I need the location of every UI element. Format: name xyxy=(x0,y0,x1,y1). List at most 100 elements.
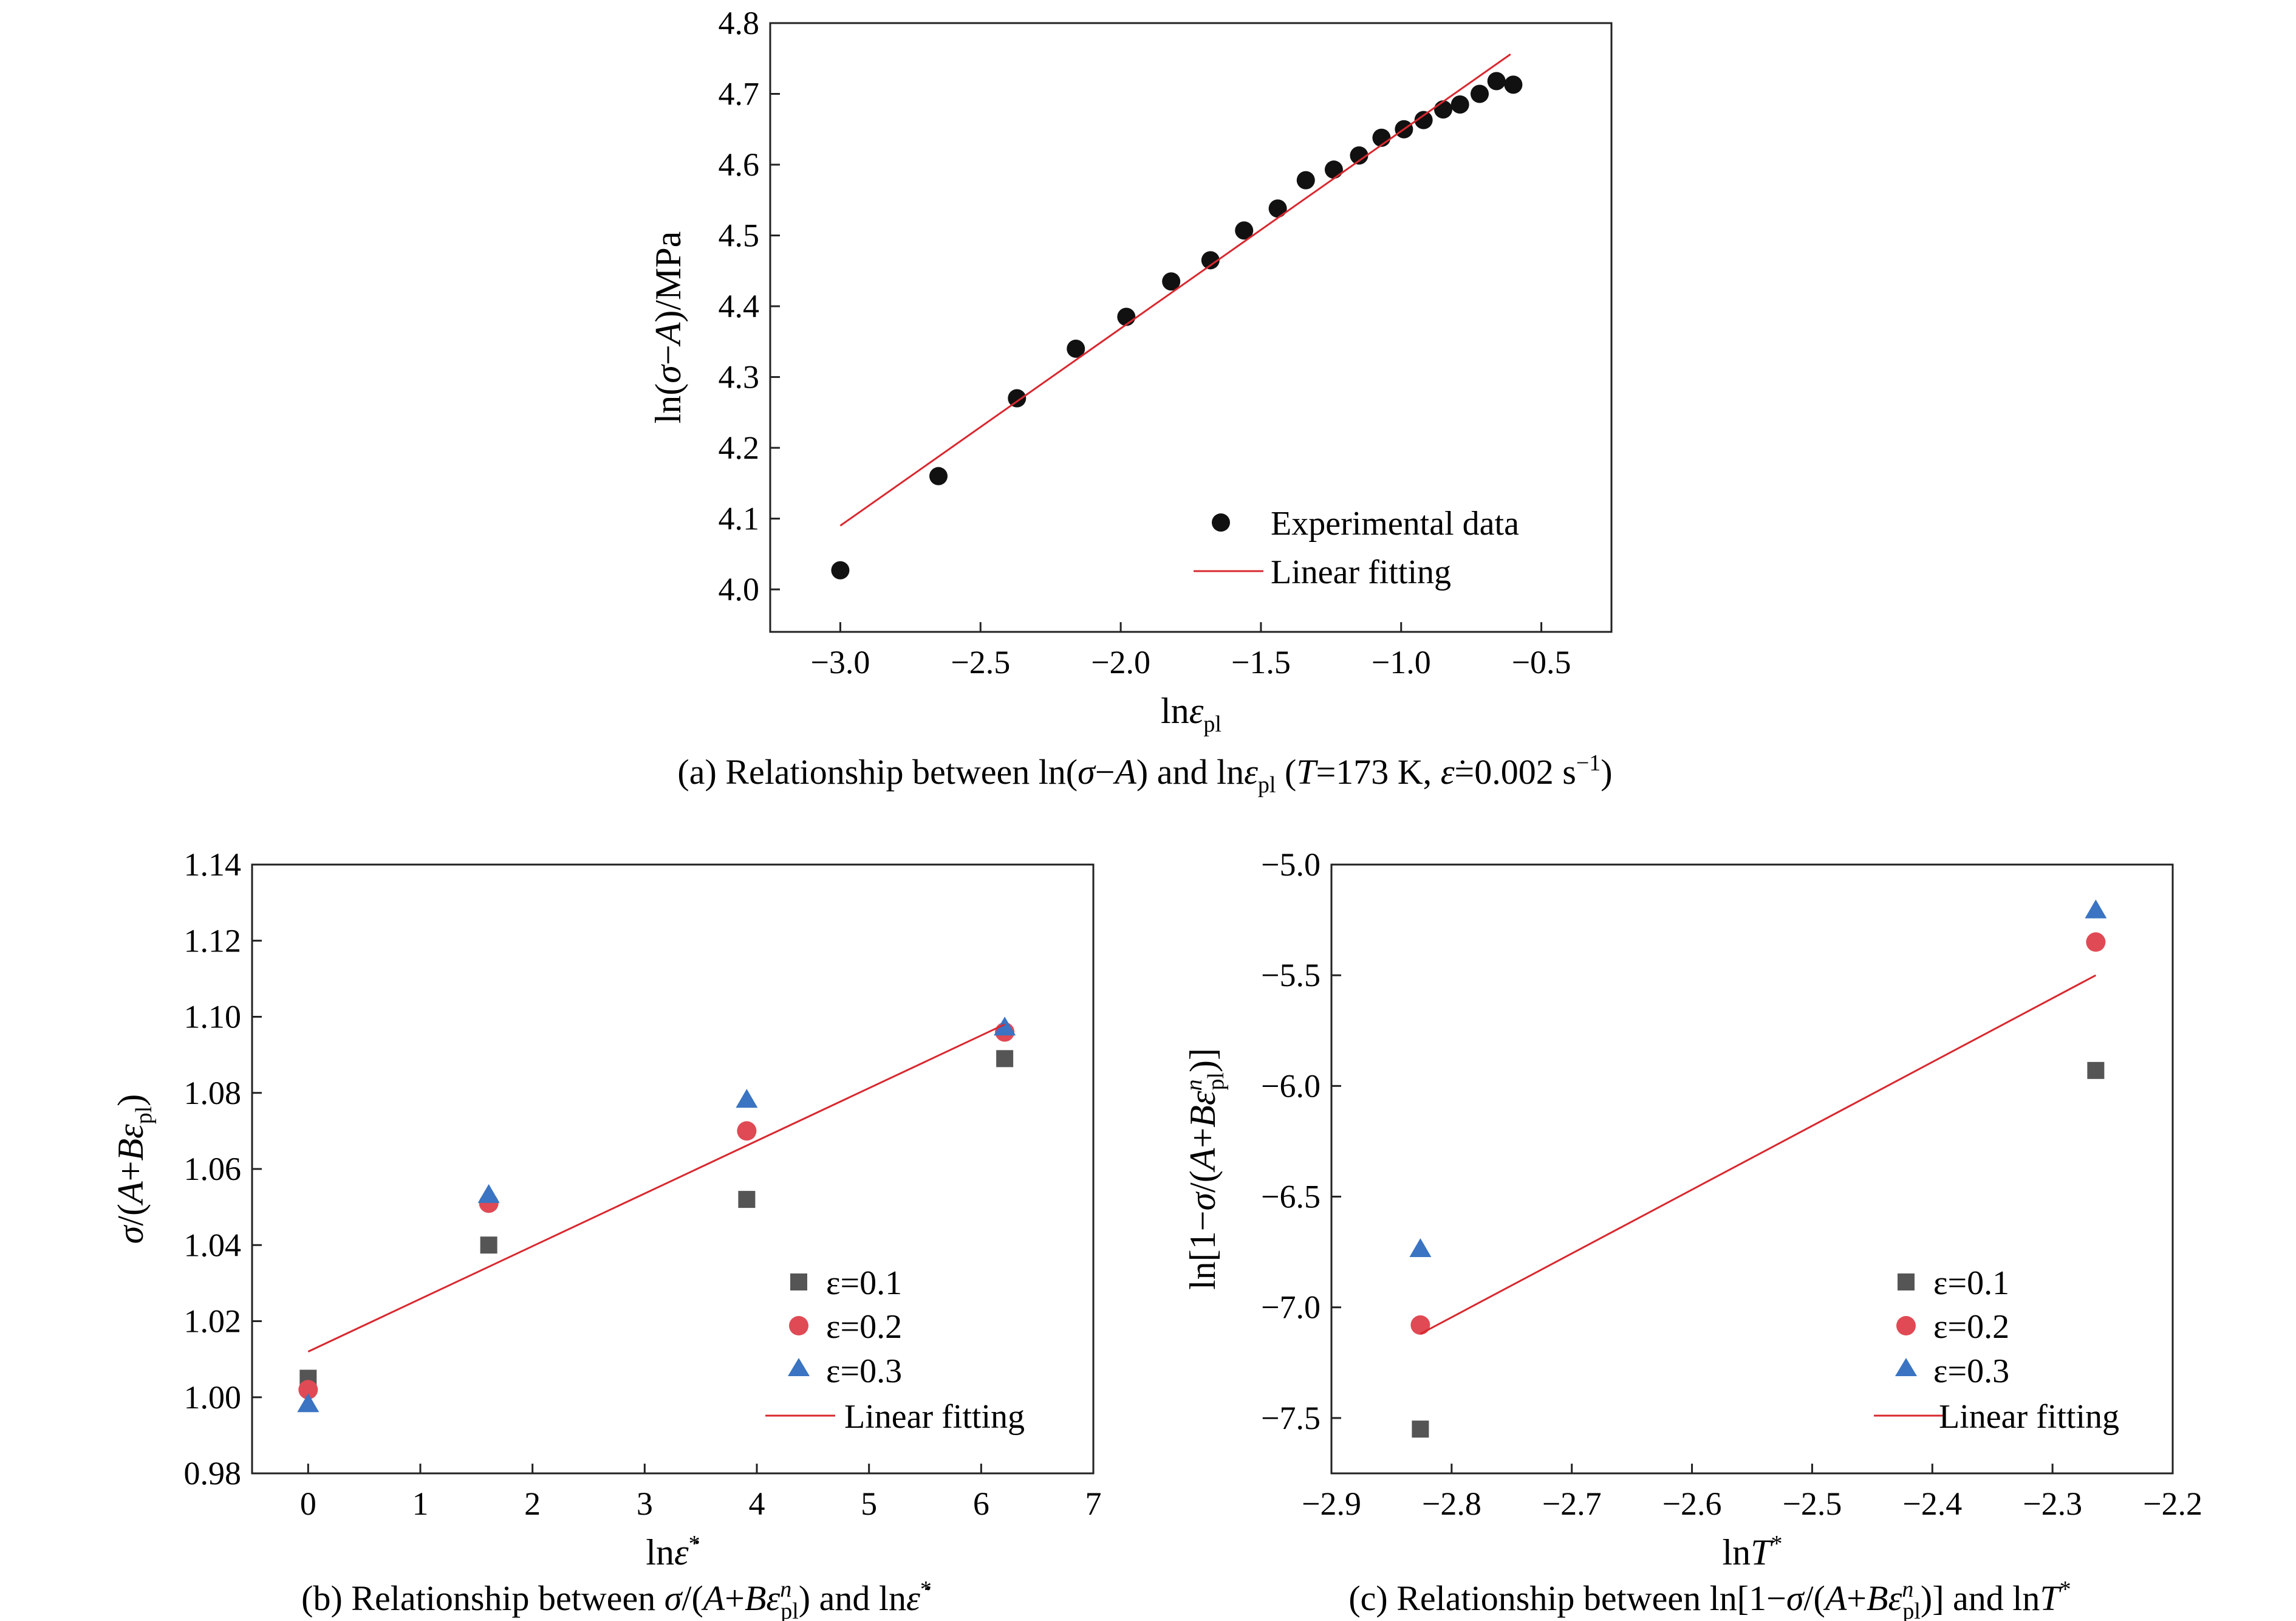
y-tick-label: 4.0 xyxy=(719,571,760,608)
x-tick-label: −2.7 xyxy=(1542,1486,1602,1522)
x-tick-label: −1.0 xyxy=(1372,644,1431,680)
legend-label-fit-b: Linear fitting xyxy=(844,1398,1025,1436)
x-tick-label: −2.9 xyxy=(1302,1486,1361,1522)
caption-c: (c) Relationship between ln[1−σ/(A+Bεn pl… xyxy=(1348,1577,2071,1621)
data-point xyxy=(994,1016,1016,1036)
x-tick-label: 7 xyxy=(1085,1486,1102,1522)
y-tick-label: −6.0 xyxy=(1261,1068,1321,1104)
x-tick-label: 1 xyxy=(412,1486,429,1522)
y-tick-label: 4.6 xyxy=(719,146,760,183)
data-point xyxy=(1434,100,1452,119)
y-tick-label: 4.1 xyxy=(719,501,760,537)
marks-c xyxy=(1409,899,2107,1438)
y-axis-label-a: ln(σ−A)/MPa xyxy=(648,231,688,424)
y-ticks-a: 4.0 4.1 4.2 4.3 4.4 4.5 4.6 4.7 4.8 xyxy=(719,5,780,608)
x-ticks-b: 0 1 2 3 4 5 6 7 xyxy=(300,1464,1102,1522)
y-tick-label: −7.5 xyxy=(1261,1400,1321,1436)
legend-marker-eps03-b xyxy=(788,1358,810,1376)
y-tick-label: 4.3 xyxy=(719,359,760,396)
data-point xyxy=(736,1089,758,1108)
legend-label-eps02-b: ε=0.2 xyxy=(826,1308,902,1346)
legend-marker-eps01-b xyxy=(790,1273,807,1290)
legend-label-fit-a: Linear fitting xyxy=(1271,553,1451,591)
data-point xyxy=(1235,221,1254,240)
y-tick-label: 4.4 xyxy=(719,288,760,324)
legend-b: ε=0.1 ε=0.2 ε=0.3 Linear fitting xyxy=(765,1264,1025,1436)
legend-marker-eps02-c xyxy=(1896,1316,1916,1335)
legend-marker-eps03-c xyxy=(1895,1358,1917,1376)
y-tick-label: 4.2 xyxy=(719,430,760,466)
x-tick-label: 0 xyxy=(300,1486,316,1522)
data-point xyxy=(1414,111,1433,129)
data-point xyxy=(1008,389,1027,408)
fit-line xyxy=(307,1023,1005,1352)
data-point xyxy=(929,467,948,485)
x-tick-label: −1.5 xyxy=(1231,644,1291,680)
data-point xyxy=(1350,146,1368,165)
data-point xyxy=(738,1191,756,1208)
y-tick-label: 0.98 xyxy=(184,1455,242,1492)
panel-b: 0 1 2 3 4 5 6 7 0.98 1.00 1.02 1.04 1.06 1.08 1.10 1.1… xyxy=(111,846,1102,1621)
y-tick-label: 1.12 xyxy=(184,922,242,959)
plot-frame-c xyxy=(1330,863,2174,1475)
x-tick-label: −3.0 xyxy=(810,644,870,680)
x-tick-label: 2 xyxy=(524,1486,541,1522)
data-point xyxy=(2085,899,2107,919)
legend-marker-experimental xyxy=(1212,513,1230,532)
data-point xyxy=(1117,307,1136,326)
y-tick-label: 4.8 xyxy=(719,5,760,41)
data-point xyxy=(477,1184,500,1203)
data-point xyxy=(1162,272,1181,291)
data-point xyxy=(1067,339,1085,358)
marks-b xyxy=(297,1016,1016,1413)
legend-label-eps03-c: ε=0.3 xyxy=(1933,1352,2009,1390)
x-tick-label: 3 xyxy=(637,1486,653,1522)
y-tick-label: 1.08 xyxy=(184,1075,242,1111)
legend-label-eps01-c: ε=0.1 xyxy=(1933,1264,2009,1302)
x-tick-label: −2.6 xyxy=(1662,1486,1722,1522)
data-point xyxy=(1471,84,1489,103)
y-tick-label: 1.02 xyxy=(184,1303,242,1340)
legend-label-eps01-b: ε=0.1 xyxy=(826,1264,902,1302)
data-point xyxy=(1409,1238,1432,1257)
data-point xyxy=(1296,171,1315,190)
data-point xyxy=(737,1121,757,1141)
y-tick-label: 1.14 xyxy=(184,846,242,883)
marks-a xyxy=(831,53,1523,580)
legend-label-experimental: Experimental data xyxy=(1271,505,1519,543)
x-tick-label: −2.5 xyxy=(951,644,1010,680)
data-point xyxy=(2086,932,2106,952)
x-tick-label: 4 xyxy=(749,1486,765,1522)
caption-a: (a) Relationship between ln(σ−A) and lnε… xyxy=(677,750,1612,798)
y-tick-label: −7.0 xyxy=(1261,1289,1321,1326)
x-axis-label-c: lnT* xyxy=(1722,1531,1782,1572)
fit-line xyxy=(839,53,1511,527)
y-tick-label: 1.00 xyxy=(184,1379,242,1416)
x-tick-label: 6 xyxy=(973,1486,989,1522)
y-ticks-c: −7.5 −7.0 −6.5 −6.0 −5.5 −5.0 xyxy=(1261,846,1341,1436)
y-ticks-b: 0.98 1.00 1.02 1.04 1.06 1.08 1.10 1.12 1.14 xyxy=(184,846,262,1492)
legend-a: Experimental data Linear fitting xyxy=(1194,505,1519,591)
y-tick-label: −5.0 xyxy=(1261,846,1321,883)
data-point xyxy=(831,561,850,580)
x-tick-label: −2.8 xyxy=(1422,1486,1481,1522)
x-ticks-a: −3.0 −2.5 −2.0 −1.5 −1.0 −0.5 xyxy=(810,622,1571,680)
legend-label-fit-c: Linear fitting xyxy=(1939,1398,2119,1436)
data-point xyxy=(1450,95,1469,114)
x-tick-label: −0.5 xyxy=(1512,644,1571,680)
legend-marker-eps02-b xyxy=(789,1316,808,1335)
x-tick-label: −2.2 xyxy=(2143,1486,2202,1522)
data-point xyxy=(297,1393,319,1413)
x-ticks-c: −2.9 −2.8 −2.7 −2.6 −2.5 −2.4 −2.3 −2.2 xyxy=(1302,1464,2202,1522)
panel-a: −3.0 −2.5 −2.0 −1.5 −1.0 −0.5 4.0 4.1 4.2 4.3 4.4… xyxy=(648,5,1613,798)
caption-b: (b) Relationship between σ/(A+Bεn pl) and… xyxy=(301,1577,932,1621)
data-point xyxy=(480,1236,497,1254)
y-tick-label: 1.06 xyxy=(184,1151,242,1187)
y-tick-label: 4.5 xyxy=(719,218,760,254)
data-point xyxy=(1268,199,1287,218)
y-tick-label: 1.10 xyxy=(184,999,242,1035)
x-tick-label: 5 xyxy=(861,1486,877,1522)
legend-marker-eps01-c xyxy=(1898,1273,1915,1290)
y-tick-label: 4.7 xyxy=(719,76,760,112)
